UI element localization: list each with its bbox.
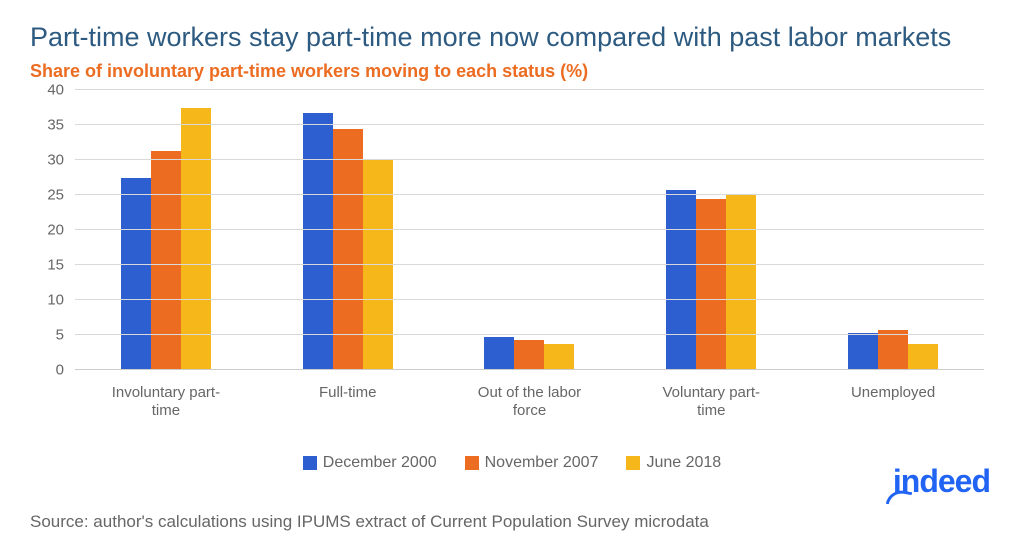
bar — [363, 160, 393, 370]
gridline — [75, 264, 984, 265]
legend-item: November 2007 — [465, 454, 599, 472]
gridline — [75, 369, 984, 370]
legend-label: December 2000 — [323, 454, 437, 472]
bar-group — [257, 90, 439, 370]
gridline — [75, 229, 984, 230]
bar — [514, 340, 544, 370]
bar-group — [620, 90, 802, 370]
y-tick-label: 0 — [56, 362, 64, 379]
y-tick-label: 20 — [47, 222, 64, 239]
chart-area: 0510152025303540 Involuntary part-timeFu… — [40, 90, 984, 400]
bar — [666, 190, 696, 370]
legend-item: December 2000 — [303, 454, 437, 472]
source-text: Source: author's calculations using IPUM… — [30, 512, 709, 532]
legend-swatch — [303, 456, 317, 470]
bar — [303, 113, 333, 371]
x-tick-label: Voluntary part-time — [620, 384, 802, 420]
bar — [121, 178, 151, 371]
y-tick-label: 30 — [47, 152, 64, 169]
gridline — [75, 124, 984, 125]
bar-group — [802, 90, 984, 370]
gridline — [75, 334, 984, 335]
x-tick-label: Out of the laborforce — [439, 384, 621, 420]
x-tick-label: Unemployed — [802, 384, 984, 420]
gridline — [75, 299, 984, 300]
legend-swatch — [626, 456, 640, 470]
bar — [878, 330, 908, 371]
bar-group — [439, 90, 621, 370]
legend: December 2000 November 2007 June 2018 — [30, 454, 994, 472]
bar — [848, 333, 878, 370]
y-axis: 0510152025303540 — [40, 90, 70, 370]
bar — [544, 344, 574, 371]
bar-groups — [75, 90, 984, 370]
legend-swatch — [465, 456, 479, 470]
x-tick-label: Involuntary part-time — [75, 384, 257, 420]
gridline — [75, 194, 984, 195]
chart-title: Part-time workers stay part-time more no… — [30, 20, 994, 55]
bar — [696, 199, 726, 371]
legend-item: June 2018 — [626, 454, 721, 472]
bar-group — [75, 90, 257, 370]
bar — [181, 108, 211, 371]
bar — [484, 337, 514, 371]
y-tick-label: 40 — [47, 82, 64, 99]
y-tick-label: 5 — [56, 327, 64, 344]
bar — [726, 194, 756, 370]
y-tick-label: 35 — [47, 117, 64, 134]
y-tick-label: 15 — [47, 257, 64, 274]
x-axis-labels: Involuntary part-timeFull-timeOut of the… — [75, 384, 984, 420]
logo-arc-icon — [886, 488, 912, 508]
gridline — [75, 89, 984, 90]
y-tick-label: 25 — [47, 187, 64, 204]
indeed-logo: indeed — [893, 463, 990, 500]
bar — [151, 151, 181, 370]
x-tick-label: Full-time — [257, 384, 439, 420]
gridline — [75, 159, 984, 160]
chart-subtitle: Share of involuntary part-time workers m… — [30, 61, 994, 82]
bar — [908, 344, 938, 371]
y-tick-label: 10 — [47, 292, 64, 309]
legend-label: June 2018 — [646, 454, 721, 472]
plot — [75, 90, 984, 370]
legend-label: November 2007 — [485, 454, 599, 472]
